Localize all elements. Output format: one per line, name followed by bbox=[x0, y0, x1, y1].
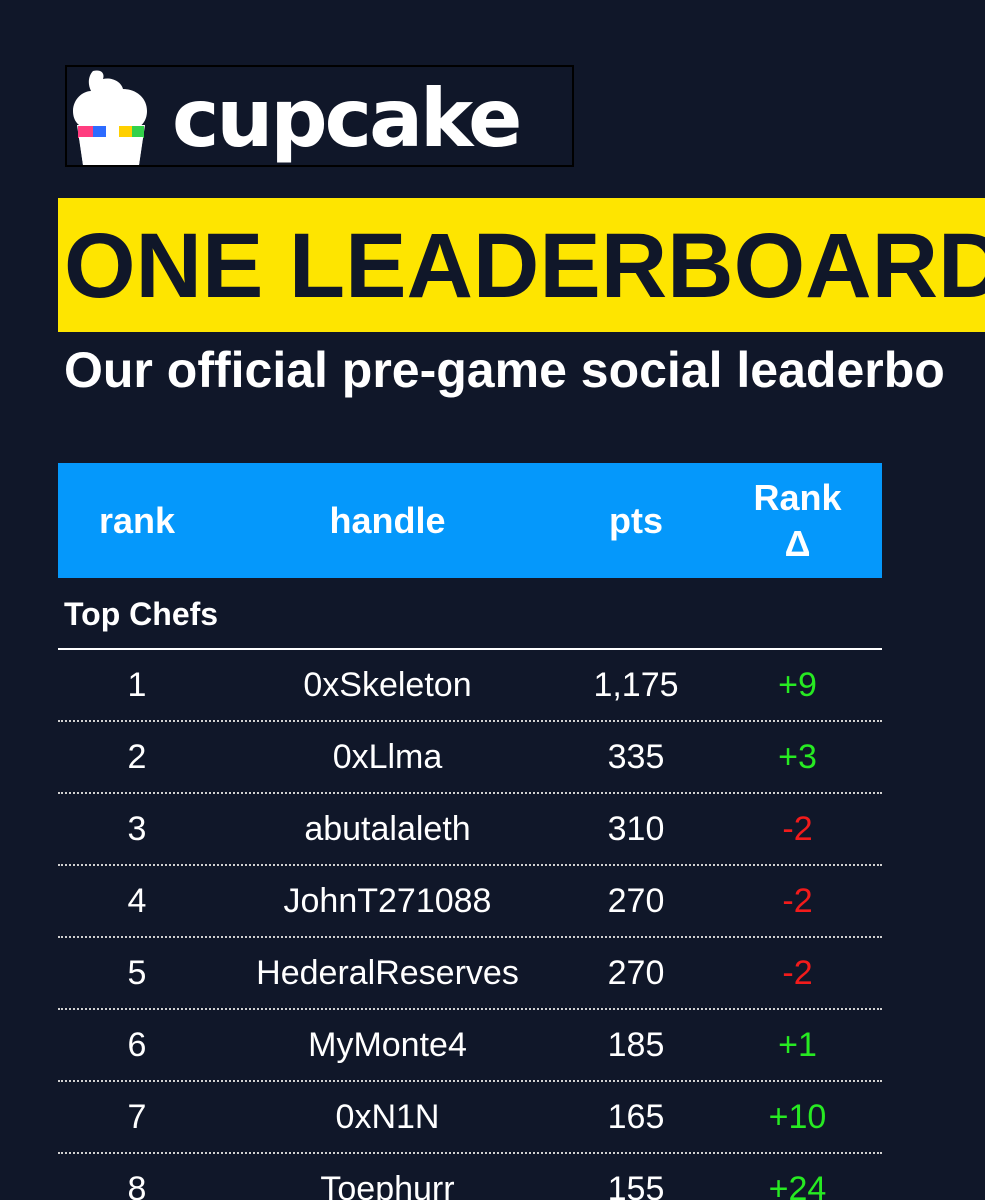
header-rank-delta-line2: Δ bbox=[784, 522, 811, 564]
header-rank-delta: Rank Δ bbox=[713, 475, 882, 567]
table-row: 4 JohnT271088 270 -2 bbox=[58, 866, 882, 938]
handle-cell: HederalReserves bbox=[256, 954, 519, 992]
page-title: ONE LEADERBOARD bbox=[64, 215, 985, 317]
handle-cell: Toephurr bbox=[320, 1170, 455, 1200]
pts-cell: 270 bbox=[607, 954, 665, 992]
table-header: rank handle pts Rank Δ bbox=[58, 463, 882, 578]
table-row: 1 0xSkeleton 1,175 +9 bbox=[58, 650, 882, 722]
delta-cell: +9 bbox=[778, 666, 817, 704]
logo-wordmark: cupcake bbox=[172, 72, 522, 165]
pts-cell: 185 bbox=[607, 1026, 665, 1064]
delta-cell: -2 bbox=[782, 810, 813, 848]
delta-cell: +10 bbox=[768, 1098, 827, 1136]
header-pts: pts bbox=[609, 499, 663, 541]
handle-cell: 0xSkeleton bbox=[303, 666, 472, 704]
table-row: 5 HederalReserves 270 -2 bbox=[58, 938, 882, 1010]
page-subtitle: Our official pre-game social leaderbo bbox=[64, 342, 945, 398]
rank-cell: 7 bbox=[127, 1098, 147, 1136]
delta-cell: +24 bbox=[768, 1170, 827, 1200]
section-label: Top Chefs bbox=[64, 596, 219, 632]
header-rank-delta-line1: Rank bbox=[753, 476, 842, 518]
handle-cell: MyMonte4 bbox=[308, 1026, 467, 1064]
header-handle: handle bbox=[329, 499, 446, 541]
rank-cell: 6 bbox=[127, 1026, 147, 1064]
header-rank: rank bbox=[98, 499, 176, 541]
table-row: 3 abutalaleth 310 -2 bbox=[58, 794, 882, 866]
pts-cell: 335 bbox=[607, 738, 665, 776]
section-divider bbox=[58, 648, 882, 650]
table-row: 7 0xN1N 165 +10 bbox=[58, 1082, 882, 1154]
delta-cell: -2 bbox=[782, 882, 813, 920]
pts-cell: 155 bbox=[607, 1170, 665, 1200]
pts-cell: 270 bbox=[607, 882, 665, 920]
rank-cell: 5 bbox=[127, 954, 147, 992]
rank-cell: 8 bbox=[127, 1170, 147, 1200]
pts-cell: 165 bbox=[607, 1098, 665, 1136]
table-row: 2 0xLlma 335 +3 bbox=[58, 722, 882, 794]
pts-cell: 1,175 bbox=[593, 666, 679, 704]
rank-cell: 2 bbox=[127, 738, 147, 776]
rank-cell: 3 bbox=[127, 810, 147, 848]
handle-cell: 0xLlma bbox=[332, 738, 443, 776]
handle-cell: 0xN1N bbox=[335, 1098, 440, 1136]
handle-cell: JohnT271088 bbox=[283, 882, 492, 920]
cupcake-icon bbox=[73, 70, 147, 165]
delta-cell: +3 bbox=[778, 738, 817, 776]
pts-cell: 310 bbox=[607, 810, 665, 848]
title-banner: ONE LEADERBOARD bbox=[58, 198, 985, 332]
cupcake-logo: cupcake bbox=[65, 65, 574, 167]
table-body: 1 0xSkeleton 1,175 +9 2 0xLlma 335 +3 3 … bbox=[58, 650, 882, 1200]
rank-cell: 1 bbox=[127, 666, 147, 704]
section-header: Top Chefs bbox=[58, 578, 882, 650]
delta-cell: +1 bbox=[778, 1026, 817, 1064]
handle-cell: abutalaleth bbox=[304, 810, 471, 848]
table-row: 6 MyMonte4 185 +1 bbox=[58, 1010, 882, 1082]
rank-cell: 4 bbox=[127, 882, 147, 920]
leaderboard-table: rank handle pts Rank Δ Top Chefs 1 0xSke… bbox=[58, 463, 882, 1200]
delta-cell: -2 bbox=[782, 954, 813, 992]
table-row: 8 Toephurr 155 +24 bbox=[58, 1154, 882, 1200]
